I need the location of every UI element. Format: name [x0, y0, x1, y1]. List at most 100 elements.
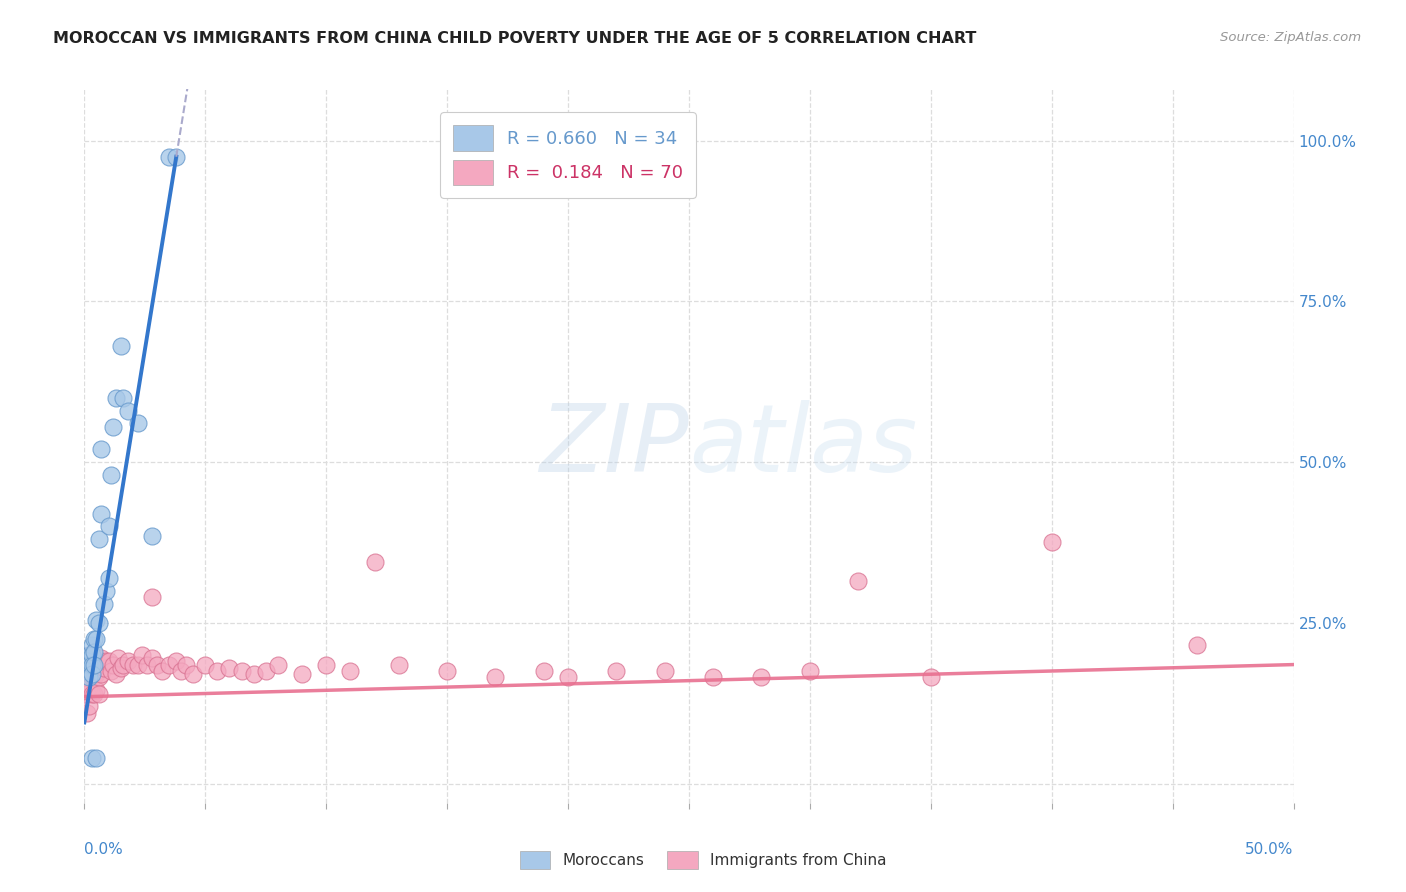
Point [86, 613, 108, 627]
Point [93, 661, 115, 675]
Point [83, 632, 105, 646]
Point [141, 529, 163, 543]
Point [87, 533, 110, 547]
Point [654, 664, 676, 678]
Point [107, 651, 129, 665]
Point [90, 667, 112, 681]
Point [77, 648, 100, 662]
Point [80, 657, 103, 672]
Point [136, 657, 159, 672]
Text: MOROCCAN VS IMMIGRANTS FROM CHINA CHILD POVERTY UNDER THE AGE OF 5 CORRELATION C: MOROCCAN VS IMMIGRANTS FROM CHINA CHILD … [53, 31, 977, 46]
Point [87, 615, 110, 630]
Point [87, 686, 110, 700]
Point [181, 667, 204, 681]
Point [131, 648, 153, 662]
Point [76, 670, 98, 684]
Point [484, 670, 506, 684]
Point [605, 664, 627, 678]
Point [799, 664, 821, 678]
Point [194, 657, 217, 672]
Point [93, 597, 115, 611]
Point [104, 667, 127, 681]
Point [231, 664, 253, 678]
Point [103, 419, 125, 434]
Point [157, 150, 180, 164]
Point [267, 657, 290, 672]
Point [315, 657, 337, 672]
Point [80, 686, 103, 700]
Point [97, 654, 120, 668]
Point [83, 654, 105, 668]
Point [339, 664, 361, 678]
Point [80, 667, 103, 681]
Point [702, 670, 724, 684]
Point [86, 632, 108, 646]
Point [76, 664, 98, 678]
Legend: R = 0.660   N = 34, R =  0.184   N = 70: R = 0.660 N = 34, R = 0.184 N = 70 [440, 112, 696, 198]
Point [127, 657, 149, 672]
Point [100, 467, 122, 482]
Point [80, 648, 103, 662]
Text: 50.0%: 50.0% [1246, 842, 1294, 856]
Point [76, 706, 98, 720]
Point [751, 670, 773, 684]
Point [77, 699, 100, 714]
Point [254, 664, 277, 678]
Point [90, 442, 112, 457]
Point [97, 571, 120, 585]
Point [117, 403, 139, 417]
Point [141, 651, 163, 665]
Point [121, 657, 143, 672]
Point [388, 657, 411, 672]
Point [110, 339, 132, 353]
Point [86, 683, 108, 698]
Point [80, 654, 103, 668]
Point [242, 667, 264, 681]
Point [90, 507, 112, 521]
Point [557, 670, 579, 684]
Point [117, 654, 139, 668]
Point [112, 657, 135, 672]
Point [97, 519, 120, 533]
Point [127, 417, 149, 431]
Point [1185, 638, 1208, 652]
Point [83, 670, 105, 684]
Point [86, 651, 108, 665]
Point [533, 664, 555, 678]
Text: ZIP: ZIP [540, 401, 689, 491]
Point [363, 555, 385, 569]
Point [207, 664, 229, 678]
Point [90, 651, 112, 665]
Point [1040, 535, 1063, 549]
Point [846, 574, 869, 588]
Point [87, 657, 110, 672]
Point [157, 657, 180, 672]
Point [83, 686, 105, 700]
Point [218, 661, 240, 675]
Point [150, 664, 173, 678]
Point [86, 751, 108, 765]
Point [110, 661, 132, 675]
Text: atlas: atlas [689, 401, 917, 491]
Text: Source: ZipAtlas.com: Source: ZipAtlas.com [1220, 31, 1361, 45]
Point [80, 670, 103, 684]
Point [94, 654, 117, 668]
Point [165, 150, 187, 164]
Point [77, 670, 100, 684]
Point [165, 654, 187, 668]
Point [77, 680, 100, 694]
Point [76, 686, 98, 700]
Point [141, 590, 163, 604]
Point [77, 648, 100, 662]
Point [436, 664, 458, 678]
Point [100, 664, 122, 678]
Point [76, 654, 98, 668]
Point [86, 667, 108, 681]
Point [94, 583, 117, 598]
Point [174, 657, 197, 672]
Point [83, 657, 105, 672]
Point [77, 664, 100, 678]
Point [80, 751, 103, 765]
Point [103, 657, 125, 672]
Point [291, 667, 314, 681]
